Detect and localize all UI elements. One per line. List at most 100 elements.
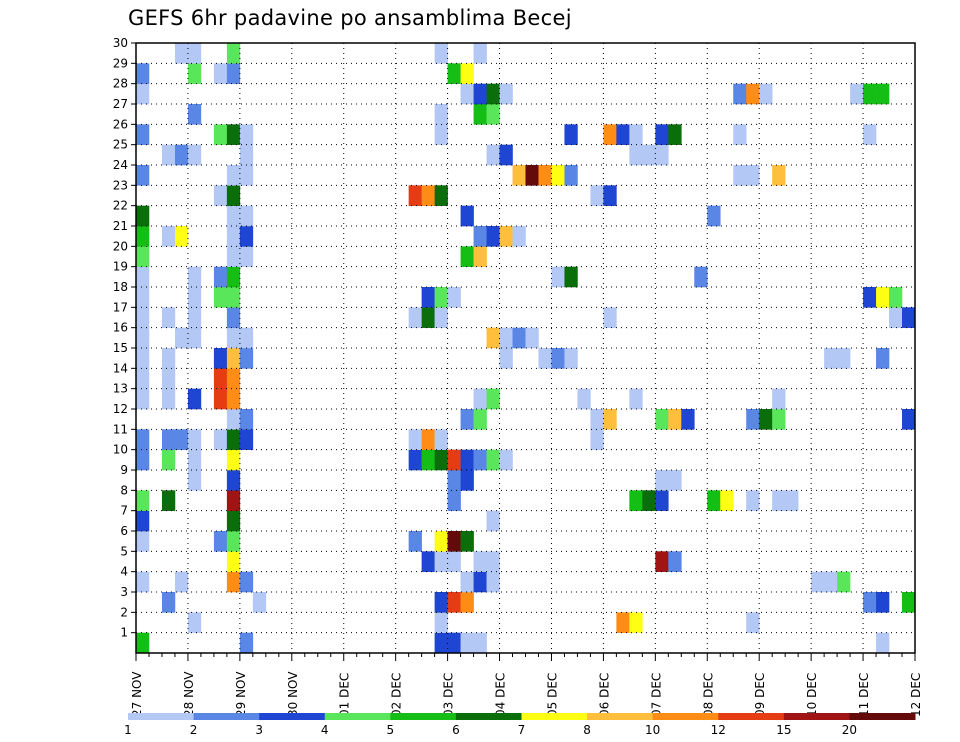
x-tick-label: 09 DEC <box>753 673 767 717</box>
heatmap-cell <box>239 632 254 654</box>
heatmap-cell <box>603 124 617 145</box>
heatmap-cell <box>564 165 578 186</box>
heatmap-cell <box>226 287 241 308</box>
heatmap-cells <box>136 43 916 654</box>
heatmap-cell <box>564 348 578 369</box>
heatmap-cell <box>187 470 202 491</box>
colorbar-swatch <box>521 713 588 720</box>
heatmap-cell <box>136 327 150 349</box>
heatmap-cell <box>136 307 150 328</box>
heatmap-cell <box>187 144 202 166</box>
heatmap-cell <box>447 490 461 511</box>
heatmap-cell <box>161 592 176 613</box>
y-tick-label: 24 <box>113 158 128 172</box>
heatmap-cell <box>486 104 500 125</box>
heatmap-cell <box>642 490 656 511</box>
heatmap-cell <box>460 531 474 552</box>
heatmap-cell <box>226 551 241 572</box>
x-tick-label: 28 NOV <box>182 671 196 717</box>
heatmap-cell <box>720 490 734 511</box>
heatmap-cell <box>239 165 254 186</box>
colorbar-label: 4 <box>321 723 329 737</box>
heatmap-cell <box>889 307 903 328</box>
y-tick-label: 25 <box>113 138 128 152</box>
y-tick-label: 10 <box>113 443 128 457</box>
heatmap-cell <box>759 83 773 105</box>
heatmap-cell <box>603 409 617 430</box>
heatmap-cell <box>772 165 786 186</box>
heatmap-cell <box>538 165 552 186</box>
heatmap-cell <box>447 63 461 84</box>
heatmap-cell <box>187 307 202 328</box>
heatmap-cell <box>213 388 228 410</box>
heatmap-cell <box>616 612 630 633</box>
heatmap-cell <box>136 246 150 267</box>
heatmap-cell <box>226 226 241 247</box>
y-tick-label: 16 <box>113 321 128 335</box>
heatmap-cell <box>863 83 877 105</box>
heatmap-cell <box>876 348 890 369</box>
heatmap-cell <box>460 205 474 227</box>
heatmap-cell <box>136 531 150 552</box>
chart-grid <box>136 43 915 653</box>
heatmap-cell <box>876 83 890 105</box>
heatmap-cell <box>434 104 448 125</box>
heatmap-cell <box>421 287 435 308</box>
y-tick-label: 15 <box>113 341 128 355</box>
x-tick-label: 06 DEC <box>597 673 611 717</box>
heatmap-cell <box>421 429 435 450</box>
heatmap-cell <box>902 409 916 430</box>
heatmap-cell <box>187 612 202 633</box>
heatmap-cell <box>473 449 487 471</box>
heatmap-cell <box>434 592 448 613</box>
heatmap-cell <box>668 124 682 145</box>
heatmap-cell <box>213 287 228 308</box>
y-tick-label: 5 <box>120 544 128 558</box>
x-tick-label: 04 DEC <box>494 673 508 717</box>
heatmap-cell <box>486 388 500 410</box>
heatmap-cell <box>174 144 189 166</box>
heatmap-cell <box>213 368 228 389</box>
heatmap-cell <box>226 531 241 552</box>
heatmap-cell <box>161 307 176 328</box>
y-tick-label: 22 <box>113 199 128 213</box>
colorbar-swatch <box>652 713 719 720</box>
heatmap-cell <box>746 165 760 186</box>
y-tick-label: 18 <box>113 280 128 294</box>
heatmap-cell <box>226 571 241 593</box>
colorbar-swatch <box>587 713 654 720</box>
heatmap-cell <box>447 592 461 613</box>
heatmap-cell <box>136 490 150 511</box>
colorbar-swatch <box>324 713 391 720</box>
heatmap-cell <box>434 632 448 654</box>
heatmap-cell <box>408 307 422 328</box>
heatmap-cell <box>239 124 254 145</box>
heatmap-cell <box>603 307 617 328</box>
heatmap-cell <box>226 429 241 450</box>
heatmap-cell <box>136 632 150 654</box>
heatmap-cell <box>460 470 474 491</box>
heatmap-cell <box>486 144 500 166</box>
heatmap-cell <box>746 490 760 511</box>
colorbar-swatch <box>718 713 785 720</box>
heatmap-cell <box>421 185 435 206</box>
heatmap-cell <box>655 144 669 166</box>
heatmap-cell <box>447 551 461 572</box>
heatmap-cell <box>213 531 228 552</box>
heatmap-cell <box>447 531 461 552</box>
y-tick-label: 2 <box>120 605 128 619</box>
colorbar-label: 5 <box>387 723 395 737</box>
heatmap-cell <box>499 327 513 349</box>
heatmap-cell <box>226 510 241 532</box>
heatmap-cell <box>252 592 267 613</box>
heatmap-cell <box>486 449 500 471</box>
x-tick-label: 30 NOV <box>286 671 300 717</box>
heatmap-cell <box>551 165 565 186</box>
heatmap-cell <box>226 246 241 267</box>
heatmap-cell <box>889 287 903 308</box>
heatmap-cell <box>486 83 500 105</box>
heatmap-cell <box>434 612 448 633</box>
colorbar-swatch <box>128 713 195 720</box>
x-tick-label: 27 NOV <box>130 671 144 717</box>
chart-title: GEFS 6hr padavine po ansamblima Becej <box>128 6 572 30</box>
